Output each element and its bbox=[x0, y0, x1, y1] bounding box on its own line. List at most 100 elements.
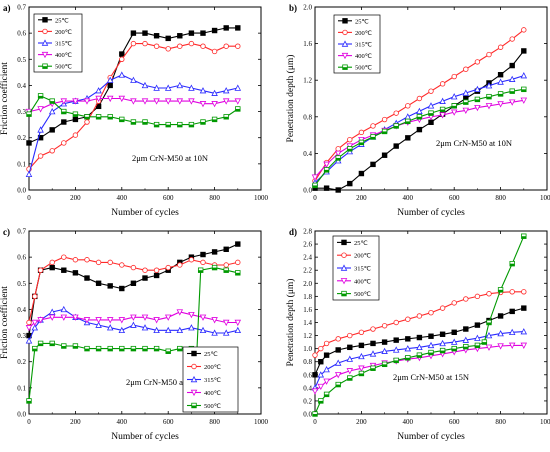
x-tick-label: 0 bbox=[27, 194, 31, 202]
data-point bbox=[508, 328, 516, 336]
y-tick-label: 0.4 bbox=[303, 384, 312, 392]
data-point bbox=[369, 350, 377, 357]
data-point bbox=[497, 72, 504, 78]
data-point bbox=[462, 107, 470, 114]
y-tick-label: 0.6 bbox=[303, 371, 312, 379]
data-point-fill bbox=[486, 96, 492, 99]
data-point-fill bbox=[84, 348, 90, 351]
data-point bbox=[48, 314, 56, 321]
data-point bbox=[177, 43, 183, 49]
data-point bbox=[106, 324, 114, 331]
legend-entry: 200℃ bbox=[337, 252, 372, 260]
data-point bbox=[428, 119, 434, 125]
data-point bbox=[497, 44, 504, 50]
data-point bbox=[358, 342, 365, 349]
data-point bbox=[153, 43, 160, 49]
data-point bbox=[177, 33, 183, 39]
y-axis-label: Penetration depth (μm) bbox=[285, 55, 296, 143]
panel-label: c) bbox=[3, 227, 10, 237]
data-point bbox=[416, 313, 423, 319]
data-point bbox=[404, 113, 412, 120]
data-point bbox=[450, 338, 458, 345]
series-4 bbox=[312, 233, 527, 417]
data-point bbox=[334, 359, 342, 366]
data-point-fill bbox=[235, 108, 241, 112]
data-point bbox=[72, 314, 79, 321]
y-tick-label: 1.6 bbox=[303, 306, 312, 314]
data-point-fill bbox=[49, 101, 55, 104]
data-point-fill bbox=[177, 348, 183, 351]
series-3 bbox=[311, 342, 528, 395]
data-point bbox=[347, 180, 353, 187]
data-point-fill bbox=[475, 99, 480, 102]
data-point bbox=[311, 174, 319, 181]
data-point bbox=[25, 337, 33, 344]
y-tick-label: 0.3 bbox=[17, 332, 26, 340]
data-point bbox=[486, 291, 492, 297]
data-point-fill bbox=[61, 111, 67, 114]
data-point-fill bbox=[393, 125, 399, 129]
data-point bbox=[211, 27, 218, 34]
data-point bbox=[153, 98, 160, 105]
y-tick-label: 0.5 bbox=[17, 280, 26, 288]
legend-entry: 25℃ bbox=[187, 350, 219, 358]
data-point bbox=[26, 140, 32, 146]
x-tick-label: 800 bbox=[495, 418, 506, 426]
data-point bbox=[61, 254, 67, 260]
data-point bbox=[497, 313, 504, 319]
y-tick-label: 0.0 bbox=[303, 411, 312, 419]
y-tick-label: 0.4 bbox=[303, 150, 312, 158]
data-point bbox=[485, 82, 493, 89]
data-point bbox=[188, 40, 195, 47]
y-tick-label: 0.0 bbox=[17, 187, 26, 195]
data-point bbox=[61, 119, 67, 125]
y-tick-label: 0.8 bbox=[303, 358, 312, 366]
data-point-fill bbox=[212, 267, 217, 270]
data-point bbox=[60, 98, 68, 105]
legend-entry: 500℃ bbox=[38, 63, 73, 71]
data-point bbox=[381, 339, 388, 345]
data-point bbox=[509, 289, 515, 295]
data-point bbox=[211, 317, 218, 324]
data-point bbox=[118, 71, 126, 78]
data-point bbox=[439, 305, 446, 311]
data-point bbox=[416, 107, 423, 115]
data-point-fill bbox=[235, 272, 241, 276]
data-point bbox=[335, 347, 341, 353]
legend-swatch-marker bbox=[42, 28, 48, 35]
data-point bbox=[141, 81, 149, 89]
data-point bbox=[84, 275, 90, 281]
data-point bbox=[188, 257, 195, 263]
data-point bbox=[358, 129, 365, 136]
data-point bbox=[312, 372, 318, 378]
y-tick-label: 0.1 bbox=[17, 384, 26, 392]
data-point bbox=[222, 329, 230, 336]
y-tick-label: 1.2 bbox=[303, 332, 312, 340]
data-point bbox=[405, 336, 411, 342]
data-point bbox=[164, 84, 172, 91]
data-point bbox=[72, 116, 79, 123]
legend-swatch-marker bbox=[342, 18, 348, 24]
x-tick-label: 200 bbox=[70, 194, 81, 202]
y-tick-label: 0.4 bbox=[17, 306, 26, 314]
legend: 25℃ 200℃ 315℃ 400℃ 500℃ bbox=[332, 235, 380, 301]
data-point bbox=[509, 36, 515, 42]
data-point bbox=[497, 78, 504, 85]
data-point bbox=[49, 127, 55, 133]
data-point bbox=[474, 334, 481, 341]
data-point bbox=[486, 51, 492, 58]
legend-entry: 200℃ bbox=[38, 28, 73, 36]
data-point bbox=[416, 126, 423, 133]
data-point bbox=[177, 262, 183, 268]
legend-entry: 500℃ bbox=[338, 64, 373, 72]
legend-entry: 400℃ bbox=[187, 389, 222, 397]
data-point bbox=[312, 352, 318, 358]
data-point bbox=[463, 66, 469, 72]
y-tick-label: 0.8 bbox=[303, 113, 312, 121]
data-point bbox=[31, 319, 39, 327]
data-point bbox=[347, 332, 353, 339]
legend-label: 500℃ bbox=[204, 403, 222, 410]
data-point-fill bbox=[335, 384, 341, 387]
data-point-fill bbox=[393, 360, 399, 363]
data-point-fill bbox=[382, 131, 387, 134]
